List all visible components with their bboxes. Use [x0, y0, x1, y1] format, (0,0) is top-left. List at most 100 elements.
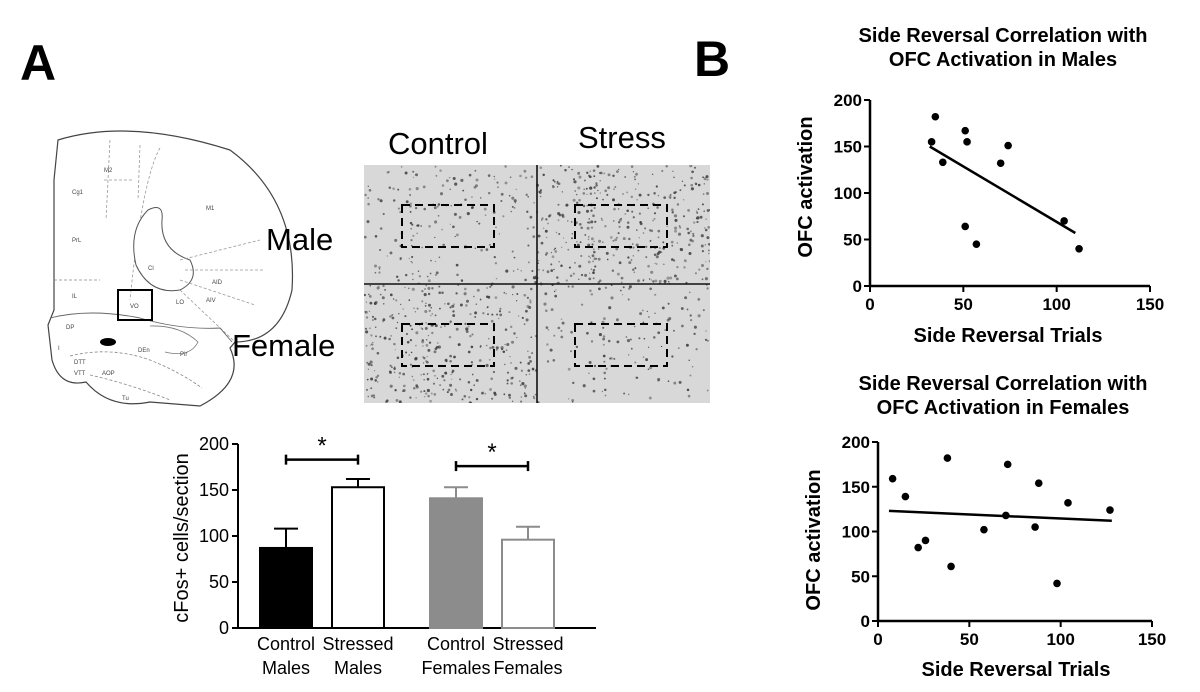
atlas-label-m1: M1 [206, 206, 215, 212]
males-x-tick-label-0: 0 [865, 295, 874, 314]
females-point-13 [1106, 506, 1114, 514]
bar-3 [501, 538, 555, 629]
atlas-label-tu: Tu [122, 396, 129, 402]
micrograph-quadrant-r1-c1 [537, 284, 710, 403]
females-y-axis-label: OFC activation [803, 469, 825, 610]
atlas-label-i: I [58, 346, 60, 352]
atlas-label-aid: AID [212, 280, 223, 286]
females-x-tick-label-3: 150 [1138, 630, 1166, 649]
males-scatter-chart: OFC activation Side Reversal Trials 0 50 1… [795, 91, 1164, 347]
micrograph-cells-r0-c0 [364, 165, 537, 286]
females-point-2 [914, 543, 922, 552]
females-point-11 [1053, 579, 1061, 588]
panel-b-letter: B [694, 31, 731, 87]
females-x-tick-label-0: 0 [873, 630, 882, 649]
males-x-tick-label-2: 100 [1042, 295, 1070, 314]
bar-category-label-3-line-1: Stressed [492, 634, 563, 654]
bar-chart-y-tick-label-2: 100 [199, 526, 229, 546]
atlas-label-cl: Cl [148, 266, 154, 272]
females-point-8 [1003, 460, 1012, 469]
atlas-label-cg1: Cg1 [72, 190, 84, 196]
males-point-4 [963, 138, 971, 146]
females-y-tick-label-2: 100 [842, 523, 870, 542]
bar-chart-y-tick-label-0: 0 [219, 618, 229, 638]
significance-star-0: * [317, 433, 326, 460]
micrograph-roi-box-r1-c0 [401, 323, 495, 367]
atlas-label-prl: PrL [72, 238, 82, 244]
males-y-tick-label-0: 0 [853, 277, 862, 296]
micrograph-row-label-female: Female [232, 328, 336, 363]
bar-category-label-0-line-2: Males [262, 658, 310, 678]
micrograph-col-label-control: Control [388, 126, 488, 161]
atlas-label-dtt: DTT [74, 360, 86, 366]
females-point-12 [1064, 499, 1072, 507]
bar-category-label-2-line-2: Females [421, 658, 490, 678]
females-point-1 [901, 492, 910, 501]
atlas-label-lo: LO [176, 300, 184, 306]
bar-0 [259, 546, 313, 629]
females-chart-title-line-2: OFC Activation in Females [876, 397, 1130, 419]
bar-category-label-1-line-2: Males [334, 658, 382, 678]
females-regression-line [888, 509, 1112, 523]
males-chart-title-line-2: OFC Activation in Males [888, 49, 1118, 71]
brain-atlas-diagram: M2 Cg1 M1 PrL Cl AID IL VO LO AIV DP DTT… [47, 130, 294, 407]
males-chart-title: Side Reversal Correlation with OFC Activ… [818, 24, 1188, 72]
males-y-tick-label-3: 150 [834, 138, 862, 157]
micrograph-quadrant-r0-c1 [537, 165, 710, 284]
females-x-tick-label-2: 100 [1046, 630, 1074, 649]
bar-category-label-2-line-1: Control [427, 634, 485, 654]
significance-star-1: * [487, 439, 496, 466]
females-point-3 [921, 536, 930, 545]
atlas-label-vo: VO [130, 304, 139, 310]
males-point-1 [931, 112, 940, 121]
females-point-6 [980, 525, 988, 534]
bar-category-label-1-line-1: Stressed [322, 634, 393, 654]
micrograph-cells-r1-c0 [364, 283, 538, 403]
females-y-tick-label-4: 200 [842, 433, 870, 452]
males-x-tick-label-1: 50 [954, 295, 973, 314]
micrograph-quadrant-r0-c0 [364, 165, 537, 284]
atlas-label-m2: M2 [104, 168, 113, 174]
micrograph-col-label-stress: Stress [578, 120, 666, 155]
vo-region-box [117, 289, 153, 321]
females-point-10 [1034, 479, 1043, 487]
females-y-tick-label-0: 0 [861, 612, 870, 631]
males-point-3 [961, 126, 969, 135]
micrograph-roi-box-r1-c1 [574, 323, 668, 367]
males-chart-title-line-1: Side Reversal Correlation with [858, 25, 1148, 47]
males-regression-line [929, 145, 1076, 235]
males-point-7 [996, 159, 1005, 168]
males-point-9 [1060, 217, 1068, 225]
females-point-9 [1031, 523, 1039, 531]
females-x-axis-label: Side Reversal Trials [921, 659, 1110, 681]
atlas-label-pir: Pir [180, 352, 187, 358]
bar-1 [331, 486, 385, 629]
bar-chart-y-tick-label-1: 50 [209, 572, 229, 592]
females-point-4 [943, 454, 952, 462]
females-chart-title: Side Reversal Correlation with OFC Activ… [818, 372, 1188, 420]
males-point-6 [972, 240, 981, 248]
bar-chart: cFos+ cells/section 0 50 100 150 200 Control M… [171, 433, 596, 678]
atlas-label-il: IL [72, 294, 78, 300]
males-y-tick-label-2: 100 [834, 184, 862, 203]
bar-2 [429, 497, 483, 629]
bar-chart-y-tick-label-4: 200 [199, 434, 229, 454]
females-point-7 [1002, 511, 1010, 520]
atlas-label-aiv: AIV [206, 298, 216, 304]
micrograph-cells-r1-c1 [536, 283, 709, 403]
bar-category-label-3-line-2: Females [493, 658, 562, 678]
females-scatter-chart: OFC activation Side Reversal Trials 0 50 1… [803, 433, 1166, 681]
panel-a-letter: A [20, 35, 57, 91]
atlas-label-dp: DP [66, 325, 74, 331]
micrograph-roi-box-r0-c0 [401, 204, 495, 248]
males-point-8 [1004, 141, 1012, 150]
atlas-label-vtt: VTT [74, 371, 86, 377]
atlas-label-den: DEn [138, 348, 150, 354]
females-point-5 [947, 562, 955, 571]
males-point-5 [961, 222, 969, 231]
females-chart-title-line-1: Side Reversal Correlation with [858, 373, 1148, 395]
females-point-0 [888, 474, 897, 483]
females-x-tick-label-1: 50 [960, 630, 979, 649]
males-y-axis-label: OFC activation [795, 116, 817, 257]
micrograph-row-label-male: Male [266, 222, 334, 257]
